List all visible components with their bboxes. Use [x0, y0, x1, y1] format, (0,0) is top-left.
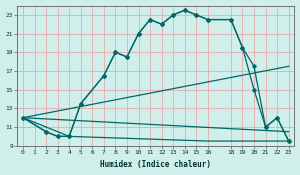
- X-axis label: Humidex (Indice chaleur): Humidex (Indice chaleur): [100, 160, 211, 169]
